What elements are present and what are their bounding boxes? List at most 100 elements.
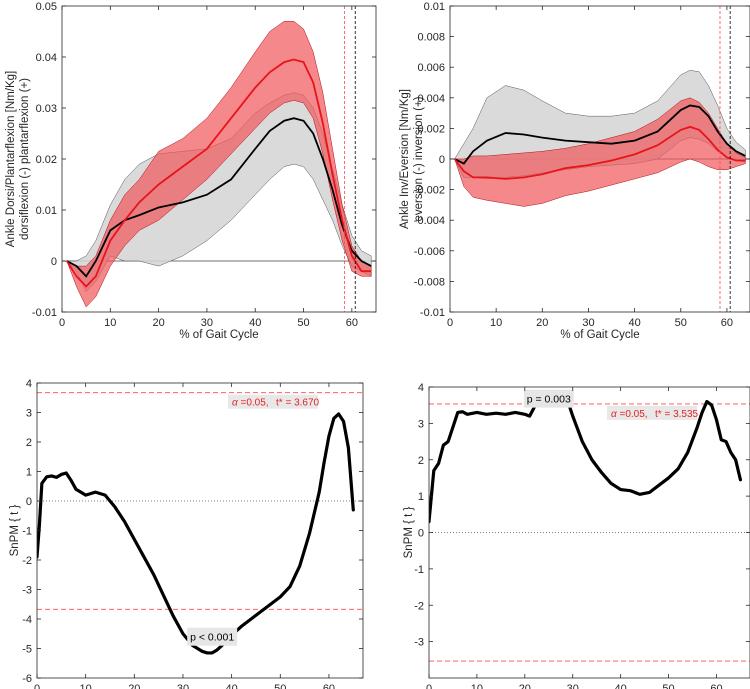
x-tick-label: 0 [426,683,432,689]
y-tick-label: -3 [414,637,424,649]
y-tick-label: 3 [418,418,424,430]
plot-area [62,21,376,308]
y-tick-label: -1 [22,526,32,538]
x-tick-label: 20 [152,317,164,329]
y-tick-label: 0.01 [424,1,445,13]
y-tick-label: 0.004 [417,93,445,105]
x-tick-label: 50 [675,317,687,329]
critical-t-label: t* = 3.670 [276,398,320,409]
y-tick-label: 4 [26,378,32,390]
plot-area [37,392,363,655]
y-tick-label: -6 [22,673,32,685]
threshold-label-box [607,405,697,420]
plot-area [450,70,750,207]
x-tick-label: 60 [346,317,358,329]
control-mean-line [66,117,372,278]
x-tick-label: 0 [59,317,65,329]
x-tick-label: 60 [323,683,335,689]
control-mean-line [454,104,746,165]
x-tick-label: 30 [177,683,189,689]
y-tick-label: 0.05 [36,1,57,13]
y-tick-label: 0.02 [36,154,57,166]
y-tick-label: -5 [22,644,32,656]
y-tick-label: -2 [22,555,32,567]
critical-t-label: t* = 3.535 [655,409,699,420]
y-tick-label: -0.002 [414,185,445,197]
y-tick-label: 4 [418,382,424,394]
x-tick-label: 50 [662,683,674,689]
y-axis-label-sub: dorsiflexion (-) plantarflexion (+) [19,78,31,240]
y-tick-label: -3 [22,585,32,597]
x-axis-label: % of Gait Cycle [179,329,258,341]
x-tick-label: 0 [34,683,40,689]
y-tick-label: -1 [414,564,424,576]
x-tick-label: 50 [297,317,309,329]
x-tick-label: 20 [519,683,531,689]
x-tick-label: 60 [721,317,733,329]
y-tick-label: 0.002 [417,123,445,135]
group-mean-line [66,58,372,288]
y-tick-label: 0.008 [417,32,445,44]
y-tick-label: 0.04 [36,52,57,64]
x-tick-label: 30 [567,683,579,689]
y-tick-label: 2 [418,455,424,467]
x-axis-label: % of Gait Cycle [560,329,639,341]
y-axis-label: SnPM { t } [9,504,21,556]
alpha-value: =0.05, [238,398,269,409]
x-tick-label: 20 [536,317,548,329]
x-tick-label: 10 [471,683,483,689]
y-tick-label: -4 [22,614,32,626]
x-tick-label: 60 [710,683,722,689]
y-axis-label-sub: eversion (-) inversion (+) [413,96,425,221]
y-tick-label: -0.01 [420,307,445,319]
panel-dorsi-plantarflexion: 0 10 20 30 40 50 60-0.0100.010.020.030.040.05%… [5,1,377,341]
snpm-curve-0 [37,412,355,655]
y-tick-label: 2 [26,437,32,449]
y-tick-label: 0.006 [417,62,445,74]
x-tick-label: 40 [249,317,261,329]
x-tick-label: 20 [128,683,140,689]
y-tick-label: 0.01 [36,205,57,217]
y-tick-label: 1 [26,467,32,479]
y-axis-label: SnPM { t } [403,506,415,558]
y-tick-label: -0.006 [414,246,445,258]
p-value-label: p < 0.001 [190,632,234,644]
y-axis-label: Ankle Inv/Eversion [Nm/Kg] [399,89,411,229]
alpha-symbol: α [232,398,238,409]
x-tick-label: 30 [582,317,594,329]
alpha-symbol: α [611,409,617,420]
x-tick-label: 50 [274,683,286,689]
group-sd-band [66,21,372,308]
y-tick-label: 0 [26,496,32,508]
group-mean-line [453,125,746,180]
threshold-label-box [228,394,318,409]
alpha-value: =0.05, [617,409,648,420]
x-tick-label: 40 [226,683,238,689]
y-tick-label: 1 [418,491,424,503]
y-tick-label: -0.01 [32,307,57,319]
y-tick-label: 0 [51,256,57,268]
y-tick-label: -2 [414,600,424,612]
alpha-label: α =0.05, [232,398,269,409]
x-tick-label: 10 [80,683,92,689]
x-tick-label: 10 [104,317,116,329]
p-value-label: p = 0.003 [527,394,571,406]
x-tick-label: 30 [201,317,213,329]
y-axis-label: Ankle Dorsi/Plantarflexion [Nm/Kg] [5,71,17,247]
p-value-box [523,389,574,408]
y-tick-label: -0.008 [414,276,445,288]
x-tick-label: 40 [628,317,640,329]
y-tick-label: 0.03 [36,103,57,115]
x-tick-label: 10 [490,317,502,329]
x-tick-label: 40 [615,683,627,689]
alpha-label: α =0.05, [611,409,648,420]
y-tick-label: -0.004 [414,215,445,227]
panel-inv-eversion: 0 10 20 30 40 50 60 -0.01 -0.008 -0.006 -0.004 -0.0… [399,1,750,341]
x-tick-label: 0 [447,317,453,329]
y-tick-label: 3 [26,408,32,420]
snpm-curve-1 [566,399,743,496]
y-tick-label: 0 [418,528,424,540]
